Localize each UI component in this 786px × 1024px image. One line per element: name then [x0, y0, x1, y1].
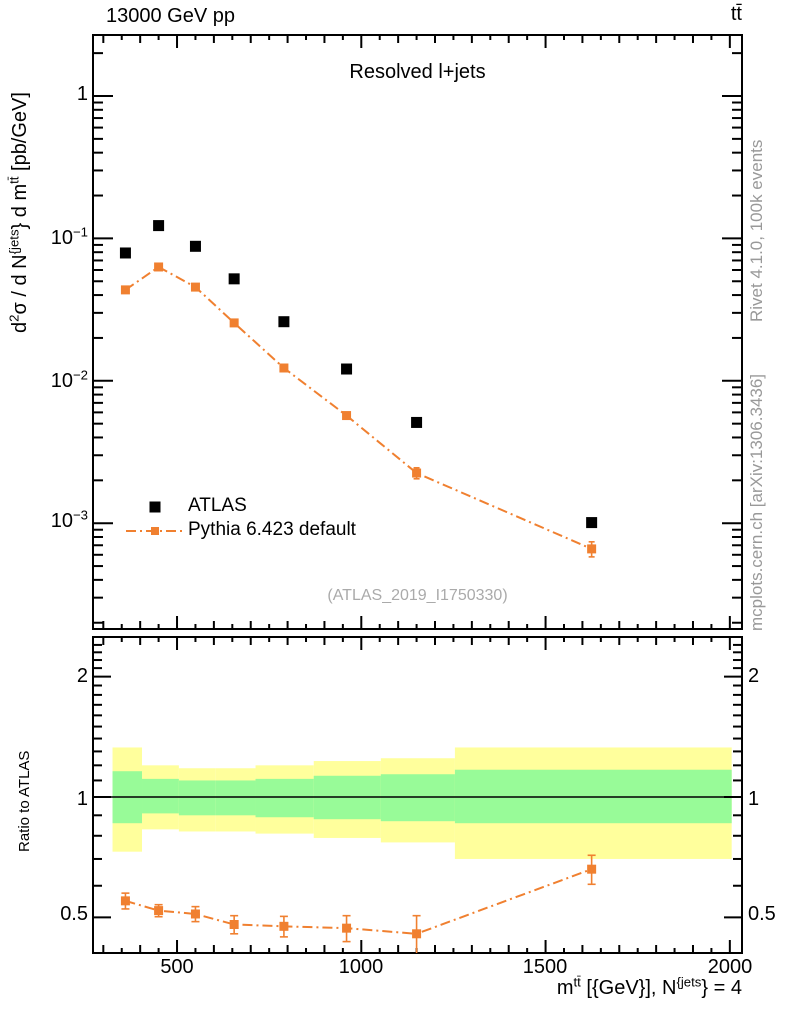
- y-axis-label: d2σ / d N{jets} d mtt̄ [pb/GeV]: [6, 92, 31, 333]
- pythia-ratio-point: [412, 929, 422, 939]
- atlas-point: [189, 240, 201, 252]
- pythia-point: [154, 262, 164, 272]
- atlas-point: [153, 220, 165, 232]
- atlas-series-main: [119, 220, 598, 529]
- legend-marker-atlas: [149, 501, 161, 513]
- legend-label-pythia: Pythia 6.423 default: [188, 519, 356, 540]
- pythia-point: [587, 544, 597, 554]
- x-tick-2000: 2000: [707, 956, 753, 978]
- pythia-ratio-point: [587, 864, 597, 874]
- y-tick-1: 1: [76, 83, 88, 105]
- pythia-point: [190, 282, 200, 292]
- x-axis-label: mtt̄ [{GeV}], N{jets} = 4: [556, 974, 742, 999]
- ratio-tick-2-right: 2: [748, 665, 760, 687]
- plot-title: Resolved l+jets: [349, 61, 486, 83]
- uncertainty-bands: [112, 747, 732, 859]
- pythia-ratio-point: [154, 906, 164, 916]
- atlas-point: [278, 316, 290, 328]
- green-band-bin: [215, 780, 256, 816]
- green-band-bin: [178, 780, 216, 816]
- y-tick-1e-2: 10−2: [50, 367, 88, 392]
- analysis-watermark: (ATLAS_2019_I1750330): [327, 587, 508, 604]
- pythia-ratio-point: [342, 923, 352, 933]
- pythia-ratio-point: [229, 920, 239, 930]
- ratio-tick-05-left: 0.5: [60, 903, 88, 925]
- atlas-point: [119, 247, 131, 259]
- atlas-point: [411, 416, 423, 428]
- pythia-point: [342, 411, 352, 421]
- atlas-point: [341, 363, 353, 375]
- legend-label-atlas: ATLAS: [188, 495, 247, 516]
- green-band-bin: [255, 778, 314, 818]
- mcplots-site-note: mcplots.cern.ch [arXiv:1306.3436]: [747, 373, 766, 631]
- x-tick-1500: 1500: [522, 956, 568, 978]
- atlas-point: [586, 517, 598, 529]
- x-tick-1000: 1000: [338, 956, 384, 978]
- ratio-tick-1-left: 1: [76, 788, 88, 810]
- axis-ticks: [93, 35, 742, 953]
- pythia-point: [412, 468, 422, 478]
- green-band-bin: [142, 778, 179, 814]
- pythia-point: [229, 318, 239, 328]
- x-tick-500: 500: [160, 956, 194, 978]
- pythia-series-ratio: [120, 854, 597, 953]
- rivet-version-note: Rivet 4.1.0, 100k events: [747, 139, 766, 322]
- pythia-series-main: [120, 262, 597, 558]
- atlas-point: [228, 273, 240, 285]
- legend-marker-pythia: [151, 527, 159, 535]
- ratio-tick-1-right: 1: [748, 788, 760, 810]
- pythia-ratio-point: [190, 909, 200, 919]
- beam-energy-label: 13000 GeV pp: [106, 5, 235, 27]
- pythia-point: [279, 363, 289, 373]
- pythia-ratio-point: [279, 921, 289, 931]
- legend-markers: [126, 501, 184, 535]
- pythia-point: [120, 285, 130, 295]
- ratio-y-axis-label: Ratio to ATLAS: [16, 750, 33, 852]
- y-tick-1e-3: 10−3: [50, 507, 88, 532]
- y-tick-1e-1: 10−1: [50, 224, 88, 249]
- ratio-tick-05-right: 0.5: [748, 903, 776, 925]
- pythia-ratio-point: [120, 896, 130, 906]
- ratio-tick-2-left: 2: [76, 665, 88, 687]
